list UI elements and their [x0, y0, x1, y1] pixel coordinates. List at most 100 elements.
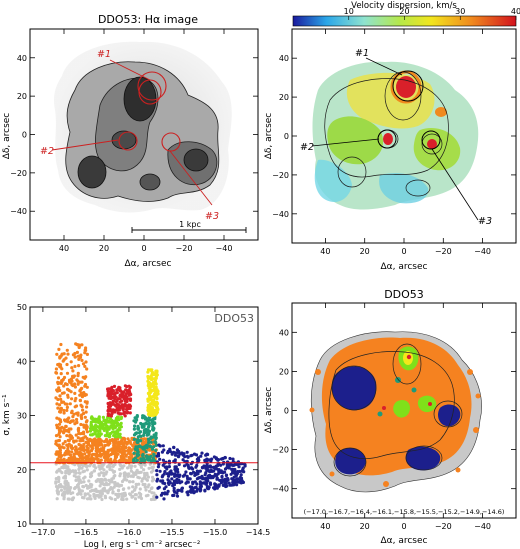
ha-region-2	[118, 131, 138, 151]
scatter-point-orange	[81, 444, 85, 448]
scatter-point-green	[95, 433, 99, 437]
scatter-point-orange	[71, 419, 75, 423]
scatter-point-orange	[99, 439, 103, 443]
scatter-point-gray	[86, 486, 90, 490]
y-tick-label: 0	[284, 407, 289, 416]
scatter-point-green	[98, 421, 102, 425]
scatter-point-orange	[73, 364, 77, 368]
scatter-point-orange	[79, 451, 83, 455]
scatter-point-red	[123, 384, 127, 388]
scatter-point-orange	[81, 411, 86, 416]
scatter-point-orange	[67, 430, 71, 434]
scatter-point-teal	[146, 430, 150, 434]
scatter-point-navy	[231, 457, 235, 461]
scatter-point-teal	[139, 434, 143, 438]
scatter-point-teal	[144, 421, 148, 425]
scatter-point-navy	[182, 464, 187, 468]
scatter-point-teal	[154, 443, 158, 447]
scatter-point-navy	[186, 493, 190, 497]
scatter-point-gray	[119, 463, 123, 468]
scatter-point-green	[92, 419, 96, 423]
scatter-point-gray	[98, 478, 102, 482]
scatter-point-orange	[57, 417, 61, 421]
scatter-point-gray	[137, 482, 141, 486]
scatter-point-navy	[185, 490, 189, 494]
scatter-point-green	[88, 429, 93, 433]
scatter-point-teal	[144, 450, 148, 454]
scatter-point-gray	[135, 470, 139, 474]
scatter-point-yellow	[146, 405, 150, 409]
x-tick-label: 40	[320, 522, 330, 531]
scatter-point-navy	[185, 450, 189, 454]
scatter-point-gray	[102, 468, 106, 472]
scatter-point-gray	[67, 468, 71, 472]
scatter-point-teal	[141, 457, 145, 461]
scatter-point-navy	[167, 465, 171, 469]
scatter-point-navy	[207, 458, 211, 462]
scatter-point-navy	[239, 473, 243, 477]
scatter-point-navy	[235, 483, 239, 487]
scatter-point-gray	[120, 495, 124, 499]
scatter-point-orange	[65, 362, 69, 367]
scatter-point-orange	[54, 434, 59, 438]
scatter-point-teal	[150, 418, 154, 422]
scatter-point-orange	[66, 387, 70, 391]
scatter-point-green	[112, 423, 116, 428]
scatter-point-orange	[83, 415, 87, 419]
scatter-point-orange	[62, 411, 66, 415]
scatter-point-gray	[118, 472, 122, 476]
scatter-point-orange	[68, 420, 72, 425]
scatter-point-orange	[60, 379, 64, 383]
scatter-point-red	[128, 397, 133, 401]
scatter-point-navy	[230, 467, 234, 471]
scatter-point-navy	[217, 468, 221, 472]
scatter-point-green	[93, 424, 97, 428]
scatter-point-orange	[70, 383, 74, 387]
scatter-point-gray	[128, 480, 132, 484]
scatter-point-orange	[87, 452, 91, 456]
scatter-point-orange	[67, 450, 71, 454]
scatter-point-orange	[65, 348, 69, 352]
scatter-point-orange	[129, 453, 133, 457]
scatter-point-navy	[206, 452, 210, 457]
scatter-point-navy	[224, 473, 229, 477]
scatter-point-yellow	[152, 372, 156, 376]
scatter-point-orange	[56, 444, 61, 448]
scatter-point-red	[120, 393, 124, 397]
x-tick-label: 0	[141, 244, 146, 253]
scatter-point-green	[102, 422, 106, 426]
scatter-point-orange	[59, 429, 63, 433]
scatter-point-yellow	[155, 401, 160, 406]
scatter-point-red	[122, 412, 126, 416]
scatter-point-red	[112, 384, 117, 388]
scatter-point-gray	[142, 468, 146, 472]
scatter-point-orange	[82, 423, 86, 427]
scatter-point-navy	[173, 458, 177, 462]
scatter-point-gray	[97, 495, 101, 499]
map-green-center	[393, 400, 410, 418]
scatter-point-teal	[151, 427, 155, 431]
scatter-point-gray	[125, 473, 129, 477]
scatter-point-navy	[198, 480, 202, 484]
scatter-point-teal	[147, 423, 151, 427]
scatter-point-gray	[63, 475, 67, 479]
scatter-point-gray	[131, 485, 135, 489]
scatter-point-teal	[147, 440, 151, 445]
scatter-point-orange	[121, 450, 125, 454]
scatter-point-green	[119, 425, 123, 429]
scatter-point-gray	[113, 480, 117, 485]
scatter-point-navy	[163, 492, 167, 496]
scatter-point-gray	[131, 471, 136, 475]
scatter-point-orange	[111, 449, 115, 453]
scatter-point-orange	[62, 408, 66, 413]
scatter-point-gray	[131, 480, 135, 484]
y-tick-label: 20	[279, 93, 289, 102]
scatter-point-teal	[132, 427, 136, 431]
scatter-point-gray	[145, 471, 149, 475]
map-navy-southwest	[335, 447, 366, 475]
scatter-point-orange	[64, 429, 68, 433]
scatter-point-gray	[147, 466, 151, 470]
scatter-point-gray	[133, 487, 137, 491]
ha-knot-north	[123, 76, 157, 122]
scatter-point-gray	[82, 480, 86, 484]
